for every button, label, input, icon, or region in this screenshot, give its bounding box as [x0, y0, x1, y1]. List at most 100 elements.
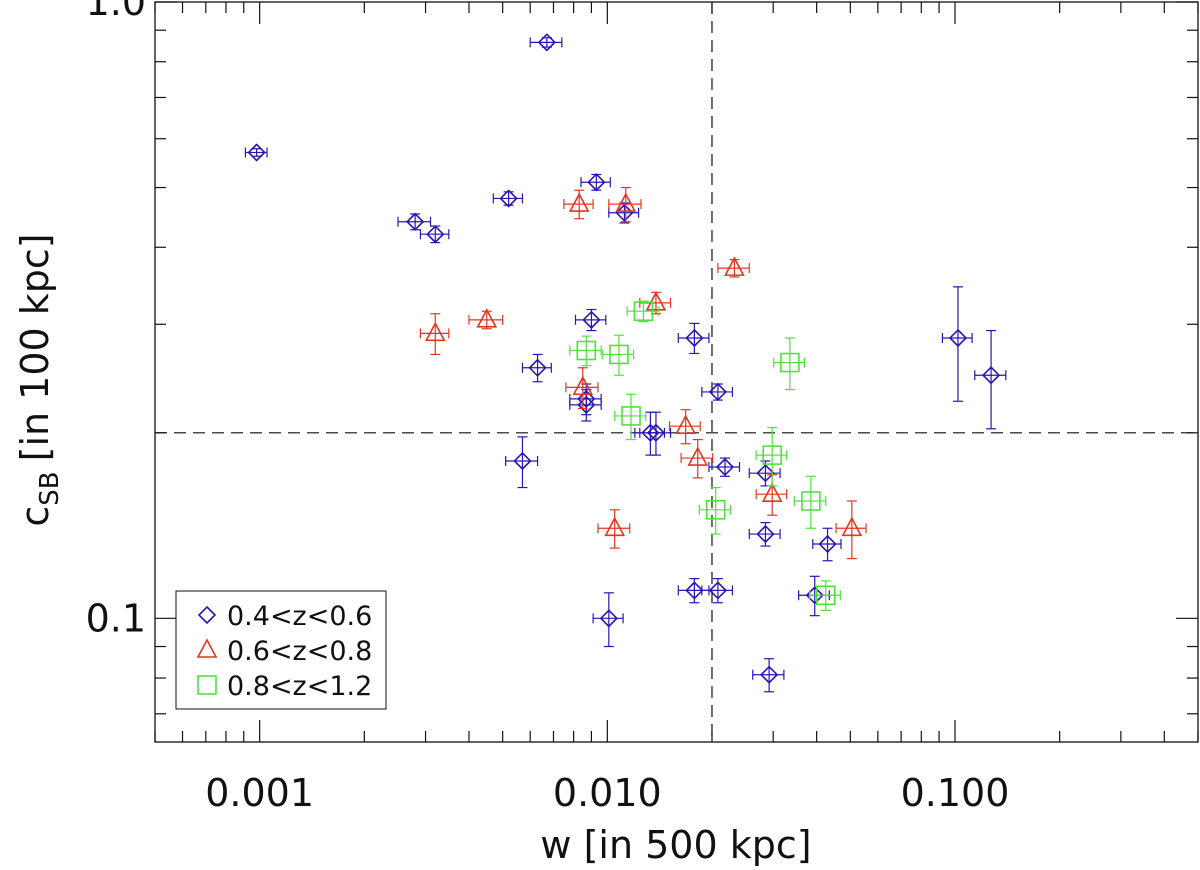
legend-marker: [197, 605, 217, 625]
x-tick-label: 0.010: [553, 771, 662, 815]
data-point: [677, 322, 710, 355]
point-marker: [948, 328, 968, 348]
point-marker: [615, 192, 637, 212]
point-marker: [705, 499, 726, 520]
y-axis-label-unit: [in 100 kpc]: [13, 233, 57, 461]
point-marker: [780, 352, 800, 373]
series-square: [569, 300, 841, 612]
data-point: [597, 509, 631, 549]
point-marker: [687, 446, 709, 466]
point-marker: [685, 328, 704, 348]
data-points: [244, 33, 1007, 693]
data-point: [468, 308, 504, 330]
point-marker: [582, 310, 601, 329]
data-point: [755, 426, 788, 487]
point-marker: [424, 321, 446, 342]
point-marker: [405, 212, 425, 231]
point-marker: [815, 585, 836, 606]
point-marker: [537, 33, 556, 52]
data-point: [608, 202, 640, 224]
legend-entry: 0.4<z<0.6: [197, 601, 372, 632]
minor-ticks: [154, 2, 1199, 742]
y-axis-label-subscript: SB: [35, 471, 65, 505]
data-point: [569, 335, 602, 367]
y-tick-labels: 0.1 1.0: [86, 0, 146, 640]
data-point: [626, 300, 659, 323]
data-point: [397, 212, 432, 231]
point-marker: [633, 301, 654, 322]
point-marker: [685, 581, 704, 600]
point-marker: [981, 366, 1001, 385]
data-point: [708, 457, 741, 477]
point-marker: [572, 375, 594, 396]
data-point: [717, 256, 750, 278]
point-marker: [759, 665, 779, 684]
point-marker: [645, 291, 667, 311]
data-point: [565, 367, 599, 410]
point-marker: [708, 382, 728, 402]
x-tick-labels: 0.001 0.010 0.100: [205, 771, 1009, 815]
point-marker: [615, 203, 634, 222]
y-tick-label: 0.1: [86, 596, 146, 640]
x-tick-label: 0.100: [901, 771, 1010, 815]
data-point: [701, 382, 734, 402]
point-marker: [818, 534, 837, 554]
data-point: [974, 329, 1007, 430]
x-tick-label: 0.001: [205, 771, 314, 815]
data-point: [639, 411, 672, 456]
data-point: [574, 308, 607, 332]
point-marker: [426, 225, 445, 244]
legend-label: 0.6<z<0.8: [227, 636, 372, 667]
point-marker: [476, 308, 498, 328]
series-diamond: [244, 33, 1007, 693]
x-axis-label: w [in 500 kpc]: [540, 823, 811, 867]
data-point: [505, 436, 539, 489]
point-marker: [599, 609, 618, 628]
data-point: [748, 460, 781, 487]
data-point: [752, 658, 785, 693]
data-point: [419, 225, 450, 244]
y-axis-label-main: c: [13, 506, 57, 527]
point-marker: [609, 344, 629, 365]
y-axis-label: cSB [in 100 kpc]: [13, 233, 65, 526]
data-point: [580, 173, 611, 192]
point-marker: [247, 143, 266, 162]
legend-entry: 0.8<z<1.2: [197, 671, 372, 702]
point-marker: [528, 358, 547, 377]
point-marker: [587, 173, 606, 192]
data-point: [244, 143, 268, 162]
data-point: [835, 500, 867, 560]
data-point: [812, 527, 842, 562]
data-point: [419, 313, 450, 356]
point-marker: [715, 457, 735, 477]
legend-label: 0.4<z<0.6: [227, 601, 372, 632]
legend: 0.4<z<0.6 0.6<z<0.8 0.8<z<1.2: [175, 590, 387, 710]
point-marker: [724, 256, 745, 276]
point-marker: [621, 406, 641, 426]
data-point: [521, 353, 552, 383]
data-point: [701, 578, 734, 604]
point-marker: [675, 414, 696, 434]
data-point: [602, 334, 635, 376]
point-marker: [576, 340, 597, 361]
data-point: [748, 521, 781, 547]
point-marker: [577, 395, 596, 414]
point-marker: [762, 445, 782, 465]
point-marker: [568, 192, 590, 212]
legend-entry: 0.6<z<0.8: [196, 636, 372, 667]
data-point: [668, 409, 701, 445]
data-point: [592, 592, 624, 648]
data-point: [941, 286, 973, 402]
point-marker: [708, 581, 728, 600]
point-marker: [646, 423, 666, 442]
point-marker: [761, 482, 783, 503]
point-marker: [841, 516, 863, 537]
point-marker: [604, 516, 626, 537]
data-point: [793, 475, 827, 529]
plot-frame: [154, 1, 1199, 743]
legend-marker: [197, 675, 217, 695]
point-marker: [756, 524, 775, 544]
point-marker: [499, 189, 518, 208]
data-point: [529, 33, 563, 52]
